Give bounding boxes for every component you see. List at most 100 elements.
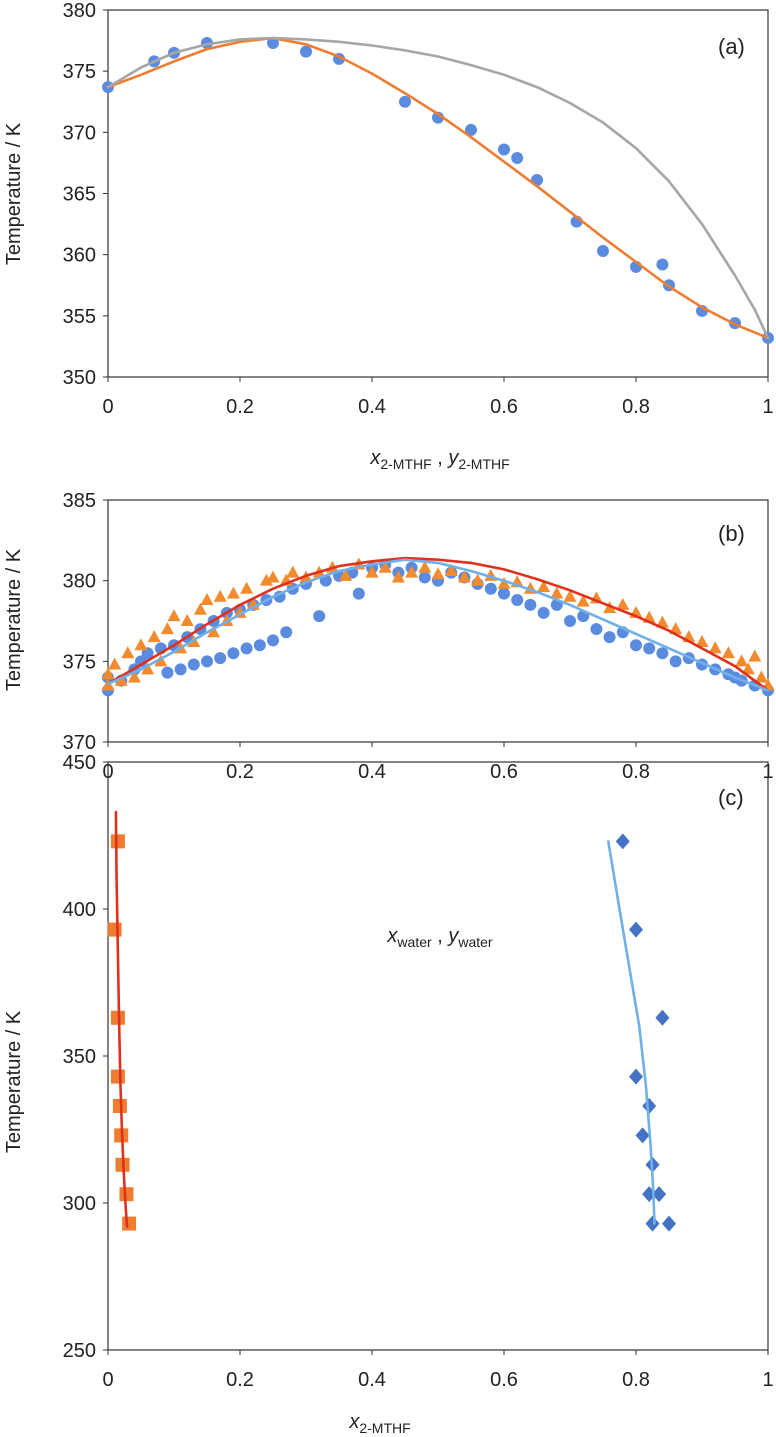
data-point [642,1097,657,1114]
y-tick-label: 380 [63,571,96,593]
series-line [106,36,770,340]
y-tick-label: 365 [63,184,96,206]
data-point [122,1216,137,1231]
y-tick-label: 350 [63,1046,96,1068]
data-point [300,45,312,58]
series-line [106,36,770,340]
data-point [193,602,207,615]
data-point [339,568,353,581]
series-line [607,840,656,1225]
y-tick-label: 355 [63,306,96,328]
data-point [564,615,576,627]
data-point [266,570,280,583]
data-point [200,593,214,606]
data-point [721,646,735,659]
x-axis-label-var2: y [446,447,459,469]
x-axis-label-c: x2-MTHF [348,1411,410,1436]
data-point [662,1215,676,1232]
data-point [147,630,161,643]
y-tick-label: 385 [63,490,96,512]
x-tick-label: 0.4 [358,1369,386,1391]
data-point [652,1186,667,1203]
data-point [498,587,510,600]
x-axis-label-var1: x [369,447,381,469]
data-point [563,589,577,602]
x-axis-label-sub2: 2-MTHF [458,456,509,472]
data-point [180,614,194,626]
data-point [484,582,497,595]
panel-a: Temperature / K (a) x2-MTHF , y2-MTHF 35… [3,0,774,472]
x-tick-label: 0.6 [490,761,518,783]
data-point [537,580,551,593]
data-point [511,594,524,607]
data-point [121,646,135,659]
y-axis-label-b: Temperature / K [3,548,25,691]
data-point [511,152,524,165]
data-point [576,594,590,607]
data-point [110,1069,125,1084]
data-point [286,565,300,578]
data-point [253,639,266,652]
x-tick-label: 1 [762,1369,773,1391]
data-point [741,662,755,675]
x-tick-label: 0.2 [226,396,254,418]
x-tick-label: 0 [102,396,113,418]
data-point [656,258,669,271]
plot-frame [107,761,769,1351]
panel-b: Temperature / K (b) xwater , ywater 3703… [3,490,775,950]
data-point [630,639,642,652]
series-line [114,810,129,1228]
data-point [365,565,379,578]
x-tick-label: 0.4 [358,396,386,418]
data-point [213,589,227,602]
data-point [214,652,227,665]
x-tick-label: 0.8 [622,396,650,418]
data-point [616,597,630,610]
data-point [187,658,200,671]
series-line [106,556,770,692]
data-point [405,565,419,578]
y-axis-label-c: Temperature / K [3,1010,25,1153]
data-point [108,657,122,670]
data-point [655,1009,670,1026]
data-point [629,1068,643,1085]
x-tick-label: 0.8 [622,1369,650,1391]
x-tick-label: 0.2 [226,761,254,783]
plot-frame [107,9,769,378]
x-axis-label-var1: x [348,1411,360,1433]
data-point [457,570,471,583]
data-point [154,654,168,667]
data-point [378,560,392,573]
data-point [227,647,240,660]
y-tick-label: 370 [63,122,96,144]
data-point [201,655,213,668]
y-axis-label-a: Temperature / K [3,122,25,265]
data-point [141,647,154,660]
data-point [444,563,458,576]
x-axis-label-a: x2-MTHF , y2-MTHF [369,447,509,472]
data-point [267,37,279,50]
x-axis-label-sep: , [432,447,449,469]
data-point [465,123,477,136]
data-point [669,655,682,668]
data-point [114,673,128,686]
x-axis-label-sep: , [432,925,449,947]
data-point [161,666,174,679]
x-axis-label-sub2: water [457,934,493,950]
data-point [656,647,669,660]
data-point [280,626,293,639]
x-axis-label-var1: x [386,925,398,947]
data-point [735,654,749,667]
data-point [615,833,630,850]
x-axis-label-sub1: 2-MTHF [359,1420,410,1436]
data-point [240,581,254,594]
data-point [101,667,115,680]
series-line [106,558,770,692]
data-point [695,634,709,647]
x-tick-label: 0.4 [358,761,386,783]
data-point [497,576,511,589]
data-point [226,586,240,599]
y-tick-label: 370 [63,732,96,754]
x-tick-label: 0.6 [490,1369,518,1391]
y-tick-label: 375 [63,651,96,673]
